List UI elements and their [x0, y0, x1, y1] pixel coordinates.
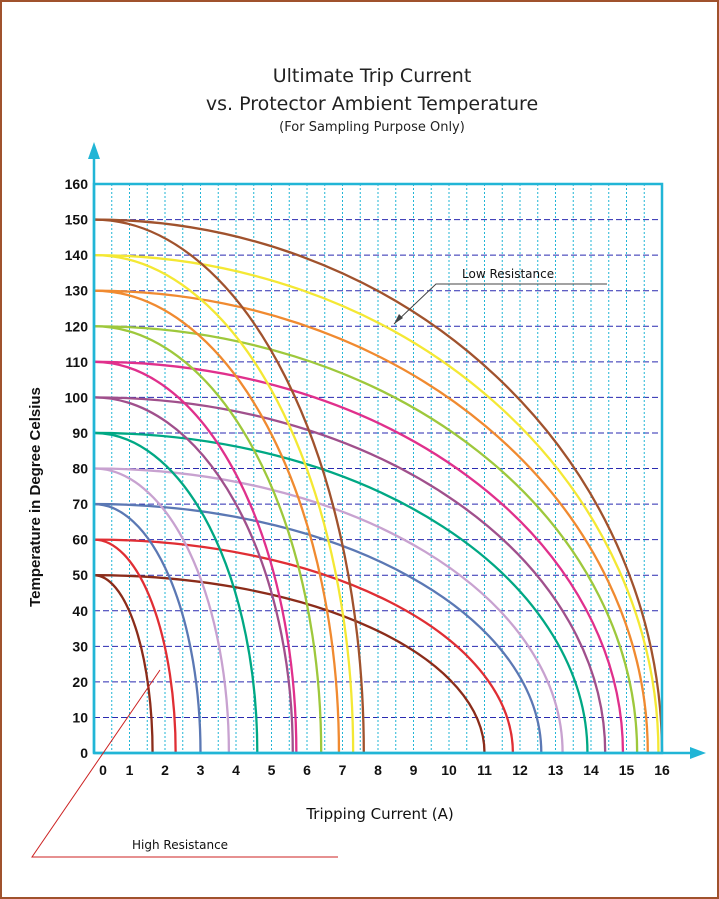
y-tick-label: 100 [65, 389, 89, 405]
x-tick-label: 9 [410, 762, 418, 778]
y-tick-label: 140 [65, 247, 89, 263]
series-curve [93, 431, 259, 754]
y-tick-label: 40 [72, 603, 88, 619]
x-axis-label: Tripping Current (A) [305, 805, 453, 823]
chart-title: Ultimate Trip Current [273, 65, 472, 87]
series-curve [93, 574, 154, 754]
low-resistance-label: Low Resistance [462, 267, 554, 281]
tick-labels: 0 1 2 3 4 5 6 7 8 9 10 11 12 13 14 15 160102030405060708… [65, 176, 670, 778]
y-tick-label: 160 [65, 176, 89, 192]
x-tick-label: 7 [339, 762, 347, 778]
y-tick-label: 110 [65, 354, 88, 370]
y-tick-label: 0 [80, 745, 88, 761]
y-tick-label: 80 [72, 461, 88, 477]
y-tick-label: 50 [72, 567, 88, 583]
y-tick-label: 130 [65, 283, 89, 299]
x-tick-label: 6 [303, 762, 311, 778]
series-curve [93, 325, 323, 754]
series-curve [93, 218, 365, 754]
y-tick-label: 60 [72, 532, 88, 548]
y-tick-label: 10 [72, 709, 88, 725]
x-tick-label: 10 [441, 762, 457, 778]
x-tick-label: 14 [583, 762, 599, 778]
annotation-high-resistance: High Resistance [31, 669, 338, 858]
x-tick-label: 11 [477, 762, 492, 778]
curves [93, 218, 664, 754]
series-curve [93, 431, 589, 754]
y-tick-label: 30 [72, 638, 88, 654]
series-curve [93, 253, 355, 754]
annotation-low-resistance: Low Resistance [393, 267, 607, 325]
series-curve [93, 289, 341, 754]
series-curve [93, 396, 294, 754]
y-axis-arrowhead [88, 142, 100, 159]
x-tick-label: 8 [374, 762, 382, 778]
chart-note: (For Sampling Purpose Only) [279, 120, 465, 135]
grid [94, 184, 662, 753]
x-tick-label: 4 [232, 762, 240, 778]
series-curve [93, 218, 664, 754]
series-curve [93, 467, 564, 754]
series-curve [93, 325, 639, 754]
low-resistance-leader [393, 283, 607, 325]
series-curve [93, 538, 515, 754]
chart-subtitle: vs. Protector Ambient Temperature [206, 93, 538, 115]
x-axis-arrowhead [690, 747, 706, 759]
x-tick-label: 1 [126, 762, 134, 778]
series-curve [93, 467, 231, 754]
x-tick-label: 12 [512, 762, 528, 778]
y-tick-label: 120 [65, 318, 89, 334]
x-tick-label: 3 [197, 762, 205, 778]
y-tick-label: 20 [72, 674, 88, 690]
series-curve [93, 253, 660, 754]
series-curve [93, 396, 607, 754]
series-curve [93, 502, 543, 754]
series-curve [93, 574, 486, 754]
high-resistance-leader [31, 669, 338, 858]
y-tick-label: 90 [72, 425, 88, 441]
axes [88, 142, 706, 759]
series-curve [93, 502, 202, 754]
x-tick-label: 16 [654, 762, 670, 778]
series-curve [93, 360, 625, 754]
series-curve [93, 289, 649, 754]
y-tick-label: 70 [72, 496, 88, 512]
high-resistance-label: High Resistance [132, 838, 228, 852]
x-tick-label: 0 [99, 762, 107, 778]
series-curve [93, 360, 298, 754]
y-axis-label: Temperature in Degree Celsius [27, 387, 44, 607]
x-tick-label: 15 [619, 762, 635, 778]
series-curve [93, 538, 177, 754]
y-tick-label: 150 [65, 212, 89, 228]
x-tick-label: 5 [268, 762, 276, 778]
x-tick-label: 2 [161, 762, 169, 778]
x-tick-label: 13 [548, 762, 564, 778]
low-resistance-arrowhead [394, 314, 403, 324]
